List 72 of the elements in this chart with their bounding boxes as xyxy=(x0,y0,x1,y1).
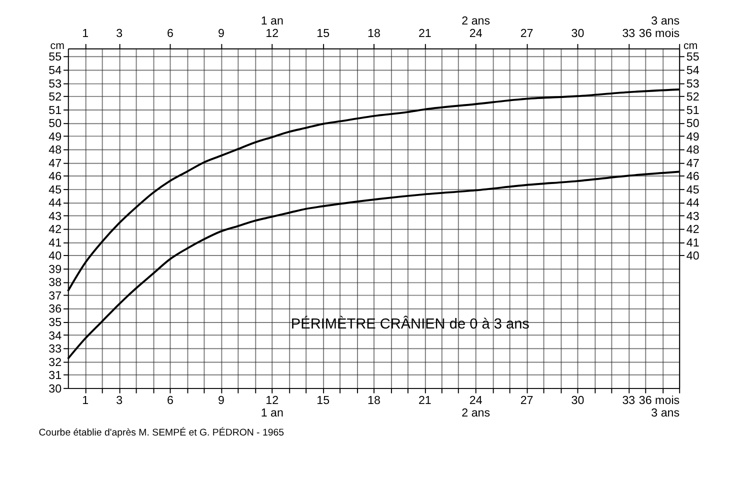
y2-tick-label: 52 xyxy=(686,90,700,104)
x2-tick-label: 3 ans 36 mois xyxy=(638,14,680,40)
y-tick-label: 37 xyxy=(48,289,62,302)
y-tick-label: 54 xyxy=(48,64,62,77)
y-tick-label: 50 xyxy=(48,117,62,130)
y2-tick-label: 44 xyxy=(686,196,700,210)
y2-tick-label: 46 xyxy=(686,170,700,184)
x2-tick-label: 9 xyxy=(218,27,224,40)
x2-tick-label: 27 xyxy=(520,27,534,40)
y2-tick-label: 41 xyxy=(686,236,700,250)
x-tick-label: 33 xyxy=(622,394,636,407)
x2-tick-label: 15 xyxy=(316,27,330,40)
x-tick-label: 15 xyxy=(316,394,330,407)
y-tick-label: 48 xyxy=(48,144,62,157)
y-tick-label: 35 xyxy=(48,316,62,330)
x-tick-label: 3 xyxy=(116,394,123,407)
y-tick-label: 33 xyxy=(48,342,62,356)
x2-tick-label: 21 xyxy=(418,27,432,40)
y-axis-title: cm xyxy=(50,40,65,52)
y-tick-label: 34 xyxy=(48,329,62,342)
text: Courbe établie d'après M. SEMPÉ et G. PÉDRON - 1965 xyxy=(38,426,284,438)
y-tick-label: 55 xyxy=(48,50,62,64)
y-tick-label: 44 xyxy=(48,196,62,210)
x2-tick-label: 3 xyxy=(116,27,123,40)
y-tick-label: 51 xyxy=(48,104,62,117)
x2-tick-label: 30 xyxy=(571,27,585,40)
x2-tick-label: 2 ans 24 xyxy=(462,14,490,40)
y-tick-label: 43 xyxy=(48,210,62,223)
y2-tick-label: 54 xyxy=(686,64,700,77)
y-tick-label: 38 xyxy=(48,276,62,290)
x-tick-label: 9 xyxy=(218,394,224,407)
y-tick-label: 42 xyxy=(48,223,62,236)
y2-tick-label: 53 xyxy=(686,77,700,90)
y2-tick-label: 49 xyxy=(686,130,700,144)
y-tick-label: 36 xyxy=(48,302,62,316)
y-tick-label: 45 xyxy=(48,183,62,196)
y2-tick-label: 55 xyxy=(686,50,700,64)
y-tick-label: 39 xyxy=(48,262,62,276)
y2-tick-label: 42 xyxy=(686,223,700,236)
x2-tick-label: 33 xyxy=(622,27,636,40)
y-tick-label: 32 xyxy=(48,356,62,369)
y2-tick-label: 43 xyxy=(686,210,700,223)
x2-tick-label: 1 xyxy=(82,27,89,40)
x2-tick-label: 6 xyxy=(167,27,174,40)
x-tick-label: 21 xyxy=(418,394,432,407)
y-tick-label: 31 xyxy=(48,369,62,382)
y2-tick-label: 45 xyxy=(686,183,700,196)
y-tick-label: 30 xyxy=(48,382,62,396)
y-tick-label: 41 xyxy=(48,236,62,250)
x-tick-label: 24 2 ans xyxy=(462,394,490,420)
y2-tick-label: 40 xyxy=(686,250,700,263)
y-tick-label: 47 xyxy=(48,156,62,170)
x-tick-label: 30 xyxy=(571,394,585,407)
y-tick-label: 46 xyxy=(48,170,62,184)
x2-tick-label: 1 an 12 xyxy=(260,14,284,40)
y-tick-label: 49 xyxy=(48,130,62,144)
y2-tick-label: 48 xyxy=(686,144,700,157)
text: PÉRIMÈTRE CRÂNIEN de 0 à 3 ans xyxy=(290,315,530,332)
y-tick-label: 40 xyxy=(48,250,62,263)
x-tick-label: 12 1 an xyxy=(260,394,284,420)
x-tick-label: 36 mois 3 ans xyxy=(638,394,680,420)
x-tick-label: 27 xyxy=(520,394,534,407)
y-tick-label: 53 xyxy=(48,77,62,90)
x2-tick-label: 18 xyxy=(368,27,380,40)
y2-axis-title: cm xyxy=(683,40,698,52)
x-tick-label: 6 xyxy=(167,394,174,407)
y2-tick-label: 50 xyxy=(686,117,700,130)
y2-tick-label: 51 xyxy=(686,104,700,117)
y-tick-label: 52 xyxy=(48,90,62,104)
x-tick-label: 1 xyxy=(82,394,89,407)
y2-tick-label: 47 xyxy=(686,156,700,170)
x-tick-label: 18 xyxy=(368,394,380,407)
